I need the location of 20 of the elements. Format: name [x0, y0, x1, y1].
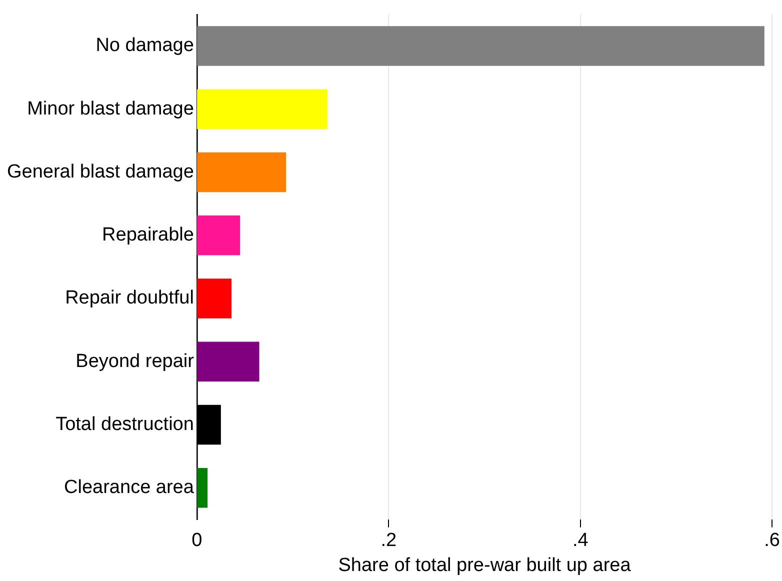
- y-tick-label: Repairable: [102, 224, 194, 246]
- bar: [196, 26, 764, 66]
- x-tick-label: 0: [192, 530, 202, 552]
- y-tick-label: Beyond repair: [76, 350, 195, 372]
- bar: [196, 152, 286, 192]
- bar: [196, 278, 232, 318]
- bar: [196, 342, 260, 382]
- x-tick-label: .4: [572, 530, 589, 552]
- y-tick-label: Total destruction: [56, 414, 194, 435]
- y-tick-label: Clearance area: [64, 477, 194, 498]
- x-tick-label: .6: [764, 530, 780, 552]
- y-tick-label: General blast damage: [6, 161, 194, 182]
- y-tick-label: Repair doubtful: [65, 288, 194, 309]
- x-tick-label: .2: [380, 530, 397, 552]
- x-axis-title: Share of total pre-war built up area: [338, 554, 632, 576]
- y-tick-label: No damage: [96, 35, 194, 56]
- y-tick-label: Minor blast damage: [27, 98, 194, 120]
- bar: [196, 215, 240, 256]
- bar: [196, 468, 208, 508]
- bar: [196, 89, 328, 129]
